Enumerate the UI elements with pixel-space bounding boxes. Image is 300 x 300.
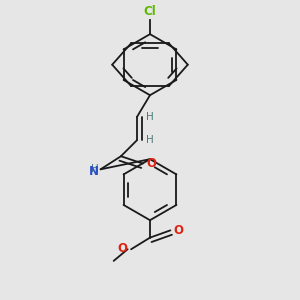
Text: H: H	[146, 112, 153, 122]
Text: H: H	[146, 135, 153, 145]
Text: H: H	[92, 164, 99, 174]
Text: O: O	[118, 242, 128, 255]
Text: O: O	[146, 157, 156, 170]
Text: O: O	[174, 224, 184, 237]
Text: N: N	[89, 165, 99, 178]
Text: Cl: Cl	[144, 5, 156, 18]
